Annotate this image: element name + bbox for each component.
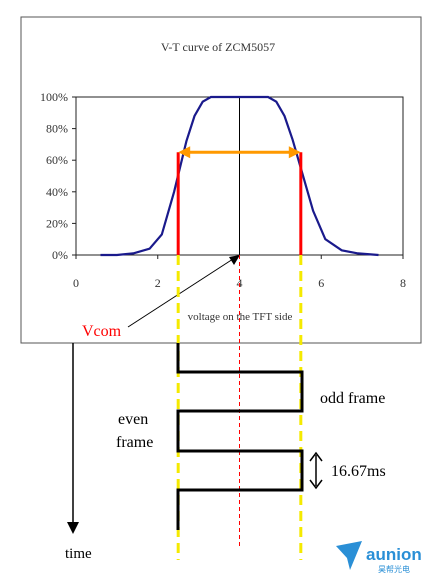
logo-subtext: 昊帮光电 bbox=[378, 564, 410, 574]
period-double-arrow bbox=[309, 451, 323, 490]
time-label: time bbox=[65, 546, 92, 562]
y-tick-label: 40% bbox=[46, 185, 68, 199]
y-axis: 0% 20% 40% 60% 80% 100% bbox=[40, 90, 76, 262]
y-tick-label: 20% bbox=[46, 216, 68, 230]
series-line bbox=[100, 95, 379, 257]
vcom-arrow-head bbox=[229, 255, 240, 265]
period-label: 16.67ms bbox=[331, 463, 386, 480]
y-tick-label: 0% bbox=[52, 248, 68, 262]
vcom-pointer-line bbox=[127, 258, 234, 328]
odd-frame-label: odd frame bbox=[320, 390, 385, 407]
logo-wordmark: aunion bbox=[366, 545, 422, 564]
x-tick-label: 6 bbox=[318, 276, 324, 290]
aunion-logo: aunion 昊帮光电 bbox=[336, 541, 422, 574]
vcom-label: Vcom bbox=[82, 323, 122, 340]
y-tick-label: 80% bbox=[46, 122, 68, 136]
period-arrow-head-down bbox=[309, 479, 323, 490]
orange-arrow-head-right bbox=[288, 146, 301, 159]
chart-title: V-T curve of ZCM5057 bbox=[161, 40, 275, 54]
orange-arrow-head-left bbox=[178, 146, 191, 159]
even-frame-label-line1: even bbox=[118, 411, 148, 428]
paper-plane-icon bbox=[336, 541, 362, 570]
x-tick-label: 0 bbox=[73, 276, 79, 290]
period-arrow-head-up bbox=[309, 451, 323, 462]
drive-waveform bbox=[176, 343, 304, 530]
even-frame-label-line2: frame bbox=[116, 434, 153, 451]
x-tick-label: 2 bbox=[155, 276, 161, 290]
orange-double-arrow bbox=[178, 146, 301, 159]
y-tick-label: 100% bbox=[40, 90, 68, 104]
x-tick-label: 8 bbox=[400, 276, 406, 290]
x-axis-label: voltage on the TFT side bbox=[188, 311, 293, 323]
y-tick-label: 60% bbox=[46, 153, 68, 167]
time-arrow-head bbox=[67, 522, 79, 534]
